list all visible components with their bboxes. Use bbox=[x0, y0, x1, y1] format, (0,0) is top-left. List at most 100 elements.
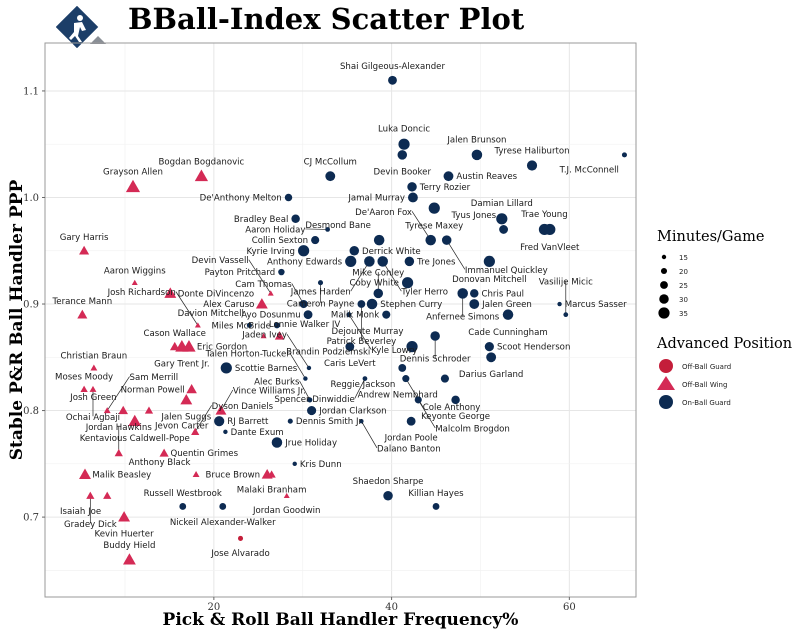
legend-position-label: On-Ball Guard bbox=[682, 399, 731, 407]
point-label: Damian Lillard bbox=[471, 199, 533, 209]
y-tick-label: 0.8 bbox=[23, 406, 39, 417]
data-labels: Shai Gilgeous-Alexander Luka Doncic Devin … bbox=[52, 62, 628, 559]
point-marker bbox=[470, 289, 479, 298]
point-marker bbox=[223, 429, 228, 435]
point-label: Mike Conley bbox=[352, 269, 404, 279]
grid bbox=[45, 43, 636, 597]
point-marker bbox=[186, 383, 197, 394]
point-marker bbox=[214, 416, 225, 427]
point-marker bbox=[373, 288, 384, 299]
point-marker bbox=[317, 280, 324, 286]
point-label: Isaiah Joe bbox=[60, 507, 101, 517]
point-label: T.J. McConnell bbox=[559, 165, 619, 175]
point-label: Devin Booker bbox=[374, 168, 432, 178]
point-marker bbox=[298, 245, 310, 257]
point-marker bbox=[414, 396, 422, 404]
point-label: Derrick White bbox=[362, 247, 421, 257]
point-marker bbox=[428, 202, 440, 214]
point-label: Davion Mitchell bbox=[178, 309, 244, 319]
legend-minutes-title: Minutes/Game bbox=[657, 229, 764, 245]
point-label: Anthony Black bbox=[129, 458, 191, 468]
point-marker bbox=[364, 256, 375, 267]
point-label: Jordan Clarkson bbox=[318, 407, 386, 417]
x-tick-label: 20 bbox=[207, 602, 220, 613]
point-marker bbox=[191, 427, 200, 435]
point-marker bbox=[220, 362, 232, 374]
point-label: Kyle Lowry bbox=[371, 346, 417, 356]
point-marker bbox=[544, 223, 556, 236]
point-marker bbox=[103, 491, 112, 499]
y-tick-label: 0.7 bbox=[23, 513, 39, 524]
point-label: Jaden Ivey bbox=[241, 331, 287, 341]
point-marker bbox=[401, 277, 414, 289]
point-marker bbox=[373, 234, 385, 246]
point-marker bbox=[325, 227, 330, 232]
point-label: Vasilije Micic bbox=[539, 277, 593, 287]
point-marker bbox=[194, 169, 209, 182]
point-marker bbox=[496, 213, 508, 225]
leader-line bbox=[289, 352, 306, 379]
legend-size-marker bbox=[661, 254, 667, 260]
point-marker bbox=[179, 503, 187, 510]
point-label: Christian Braun bbox=[61, 351, 128, 361]
point-label: Scottie Barnes bbox=[235, 364, 298, 374]
legend-position-title: Advanced Position bbox=[656, 336, 792, 352]
point-label: Anthony Edwards bbox=[267, 257, 343, 267]
point-label: Gradey Dick bbox=[64, 520, 117, 530]
point-label: Jalen Green bbox=[481, 300, 532, 310]
point-marker bbox=[273, 322, 281, 329]
point-label: Tyrese Haliburton bbox=[493, 146, 569, 156]
legend-position: Advanced Position Off-Ball Guard Off-Ball … bbox=[656, 336, 792, 409]
point-marker bbox=[359, 419, 364, 424]
point-marker bbox=[502, 309, 514, 320]
point-marker bbox=[563, 312, 569, 318]
point-label: Jrue Holiday bbox=[284, 439, 337, 449]
point-label: Alec Burks bbox=[254, 377, 300, 387]
point-label: Anfernee Simons bbox=[426, 313, 500, 323]
point-label: Malcolm Brogdon bbox=[435, 424, 510, 434]
point-label: Devin Vassell bbox=[192, 256, 249, 266]
y-axis: 0.7 0.8 0.9 1.0 1.1 bbox=[23, 86, 45, 524]
legend-position-label: Off-Ball Guard bbox=[682, 363, 731, 371]
point-marker bbox=[180, 393, 193, 405]
point-label: Malaki Branham bbox=[237, 486, 307, 496]
point-marker bbox=[349, 246, 360, 256]
point-marker bbox=[303, 310, 313, 320]
point-marker bbox=[345, 342, 355, 352]
point-marker bbox=[292, 461, 297, 467]
point-marker bbox=[377, 256, 388, 267]
point-marker bbox=[366, 298, 378, 310]
point-label: Ayo Dosunmu bbox=[241, 311, 300, 321]
leader-line bbox=[305, 228, 328, 230]
point-label: Sam Merrill bbox=[130, 373, 179, 383]
point-marker bbox=[284, 193, 293, 202]
point-marker bbox=[274, 331, 285, 340]
point-marker bbox=[440, 374, 449, 383]
point-marker bbox=[311, 236, 320, 245]
point-label: Shai Gilgeous-Alexander bbox=[340, 62, 446, 72]
x-tick-label: 40 bbox=[385, 602, 398, 613]
point-label: Tre Jones bbox=[416, 257, 456, 267]
point-label: Buddy Hield bbox=[103, 541, 155, 551]
point-marker bbox=[307, 405, 317, 416]
leader-line bbox=[354, 378, 366, 399]
point-label: Quentin Grimes bbox=[170, 449, 238, 459]
point-marker bbox=[215, 405, 227, 415]
point-label: Kentavious Caldwell-Pope bbox=[80, 434, 190, 444]
point-marker bbox=[144, 406, 154, 414]
point-label: Jalen Brunson bbox=[446, 136, 506, 146]
point-marker bbox=[118, 405, 129, 415]
point-label: Chris Paul bbox=[481, 289, 523, 299]
point-marker bbox=[469, 299, 480, 309]
point-marker bbox=[79, 468, 91, 479]
leader-line bbox=[350, 261, 370, 292]
point-marker bbox=[325, 171, 336, 182]
point-marker bbox=[192, 471, 200, 478]
point-marker bbox=[125, 179, 141, 193]
point-marker bbox=[77, 309, 88, 319]
point-marker bbox=[499, 225, 508, 234]
point-label: Austin Reaves bbox=[456, 172, 517, 182]
point-label: Terance Mann bbox=[52, 297, 113, 307]
x-axis-label: Pick & Roll Ball Handler Frequency% bbox=[163, 610, 519, 630]
point-label: Cole Anthony bbox=[423, 403, 481, 413]
